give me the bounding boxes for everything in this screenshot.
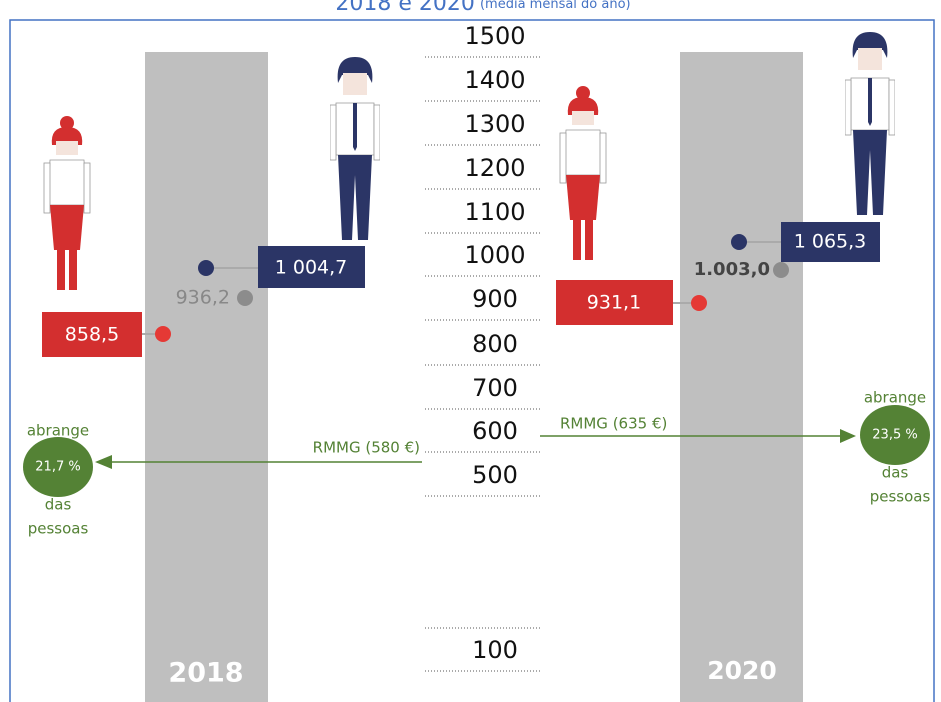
year-column [680,52,803,702]
coverage-text: pessoas [28,520,89,538]
coverage-text: abrange [27,422,89,440]
men-dot [198,260,214,276]
scale-label: 100 [472,636,518,664]
man-figure [845,32,895,215]
women-dot [155,326,171,342]
year-label: 2020 [707,656,777,685]
men-value: 1 065,3 [794,231,867,253]
title-main: 2018 e 2020 [335,0,475,16]
scale-label: 1000 [464,241,525,269]
overall-dot [237,290,253,306]
scale-label: 1300 [464,110,525,138]
scale-label: 600 [472,417,518,445]
infographic: 2018 e 2020 (média mensal do ano) 2018 2… [0,0,941,702]
rmmg-label: RMMG (635 €) [560,415,667,433]
arrow-head [840,429,856,443]
coverage-value: 23,5 % [872,428,917,443]
women-value: 858,5 [65,324,119,346]
woman-figure [44,116,90,290]
coverage-text: das [45,496,72,514]
title: 2018 e 2020 (média mensal do ano) [335,0,630,16]
coverage-text: pessoas [870,488,931,506]
arrow-head [95,455,112,469]
scale-label: 800 [472,330,518,358]
coverage-value: 21,7 % [35,460,80,475]
title-note: (média mensal do ano) [480,0,631,12]
scale-label: 700 [472,374,518,402]
rmmg-label: RMMG (580 €) [313,439,420,457]
scale: 1500 1400 1300 1200 1100 1000 900 800 700 600 500 1… [425,22,540,671]
scale-label: 500 [472,461,518,489]
year-column [145,52,268,702]
overall-dot [773,262,789,278]
coverage-text: das [882,464,909,482]
scale-label: 1500 [464,22,525,50]
scale-label: 900 [472,285,518,313]
women-value: 931,1 [587,292,641,314]
men-value: 1 004,7 [275,257,348,279]
overall-value: 1.003,0 [694,259,770,280]
man-figure [330,57,380,240]
scale-label: 1100 [464,198,525,226]
overall-value: 936,2 [176,287,230,309]
women-dot [691,295,707,311]
scale-label: 1400 [464,66,525,94]
woman-figure [560,86,606,260]
coverage-text: abrange [864,389,926,407]
year-label: 2018 [168,658,243,689]
scale-label: 1200 [464,154,525,182]
men-dot [731,234,747,250]
